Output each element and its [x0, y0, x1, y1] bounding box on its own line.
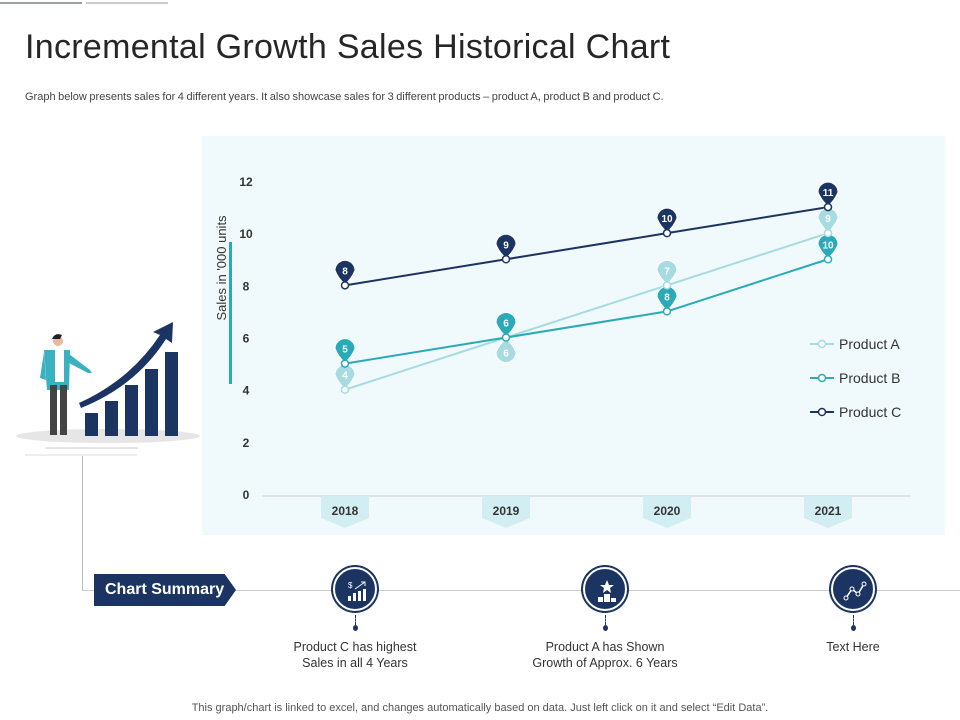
- data-label-pin: [334, 338, 356, 364]
- data-point: [823, 228, 833, 238]
- data-label: 7: [664, 266, 670, 277]
- summary-text: Text Here: [826, 640, 880, 654]
- data-point: [501, 255, 511, 264]
- x-category-tab: [804, 496, 852, 528]
- summary-item: $ Product C has highest Sales in all 4 Ye…: [255, 567, 455, 671]
- y-tick-label: 12: [239, 175, 253, 189]
- x-tick-label: 2021: [815, 504, 842, 518]
- data-label: 4: [342, 371, 348, 382]
- x-tick-label: 2018: [332, 504, 359, 518]
- x-category-tab: [321, 496, 369, 528]
- summary-text: Growth of Approx. 6 Years: [532, 656, 678, 670]
- data-label: 10: [661, 214, 673, 225]
- data-label-pin: [656, 207, 678, 233]
- summary-text: Product A has Shown: [545, 640, 665, 654]
- line-graph-icon: [831, 567, 875, 611]
- y-tick-label: 4: [243, 384, 250, 398]
- data-label: 6: [503, 319, 509, 330]
- data-label: 8: [342, 266, 348, 277]
- data-point: [340, 281, 350, 290]
- data-label-pin: [495, 233, 517, 259]
- data-point: [340, 385, 350, 394]
- data-point: [340, 359, 350, 368]
- top-decor-line: [86, 2, 168, 4]
- x-tick-label: 2019: [493, 504, 520, 518]
- y-tick-label: 8: [243, 279, 250, 293]
- chart-panel: [202, 136, 945, 535]
- y-tick-label: 6: [243, 332, 250, 346]
- legend-marker: [817, 339, 827, 349]
- timeline-line: [82, 590, 960, 591]
- page-title: Incremental Growth Sales Historical Char…: [25, 28, 671, 66]
- data-label-pin: [334, 259, 356, 285]
- data-point: [662, 228, 672, 238]
- series-line-product-b: [344, 258, 829, 365]
- summary-text: Sales in all 4 Years: [302, 656, 408, 670]
- legend-label: Product B: [839, 370, 900, 386]
- line-chart: 0 2 4 6 8 10 12 Sales in '000 units 2018 2019 2020…: [202, 136, 945, 535]
- data-point: [662, 281, 672, 290]
- data-label-pin: [495, 337, 517, 363]
- y-axis-title: Sales in '000 units: [214, 215, 229, 321]
- x-tick-label: 2020: [654, 504, 681, 518]
- legend-label: Product C: [839, 404, 901, 420]
- data-label: 10: [822, 240, 834, 251]
- podium-star-icon: [583, 567, 627, 611]
- y-tick-label: 0: [243, 488, 250, 502]
- footer-note: This graph/chart is linked to excel, and…: [191, 702, 769, 714]
- data-label: 6: [503, 349, 509, 360]
- data-point: [662, 307, 672, 316]
- summary-text: Product C has highest: [293, 640, 417, 654]
- y-axis-accent-bar: [229, 242, 232, 384]
- page-subtitle: Graph below presents sales for 4 differe…: [25, 91, 664, 103]
- businessman-growth-illustration: [16, 322, 200, 456]
- data-point: [501, 333, 511, 342]
- data-label-pin: [495, 312, 517, 338]
- summary-item: Product A has Shown Growth of Approx. 6 Y…: [505, 567, 705, 671]
- dollar-growth-icon: $: [333, 567, 377, 611]
- legend-label: Product A: [839, 336, 900, 352]
- data-label: 11: [823, 188, 834, 199]
- legend-marker: [817, 373, 827, 383]
- data-label: 8: [664, 292, 670, 303]
- x-category-tab: [643, 496, 691, 528]
- data-label-pin: [656, 259, 678, 285]
- legend-marker: [817, 407, 827, 417]
- series-line-product-a: [344, 232, 829, 391]
- data-point: [823, 202, 833, 212]
- connector-line: [82, 456, 83, 591]
- svg-text:$: $: [348, 581, 353, 590]
- chart-summary-label: Chart Summary: [94, 574, 236, 606]
- y-tick-label: 2: [243, 436, 250, 450]
- top-decor-line: [0, 2, 82, 4]
- data-label: 5: [342, 345, 348, 356]
- y-tick-label: 10: [239, 227, 253, 241]
- summary-item: Text Here: [753, 567, 953, 655]
- data-point: [823, 255, 833, 264]
- data-label-pin: [817, 181, 839, 207]
- series-line-product-c: [344, 206, 829, 287]
- x-category-tab: [482, 496, 530, 528]
- data-label: 9: [825, 214, 831, 225]
- data-label: 9: [503, 240, 509, 251]
